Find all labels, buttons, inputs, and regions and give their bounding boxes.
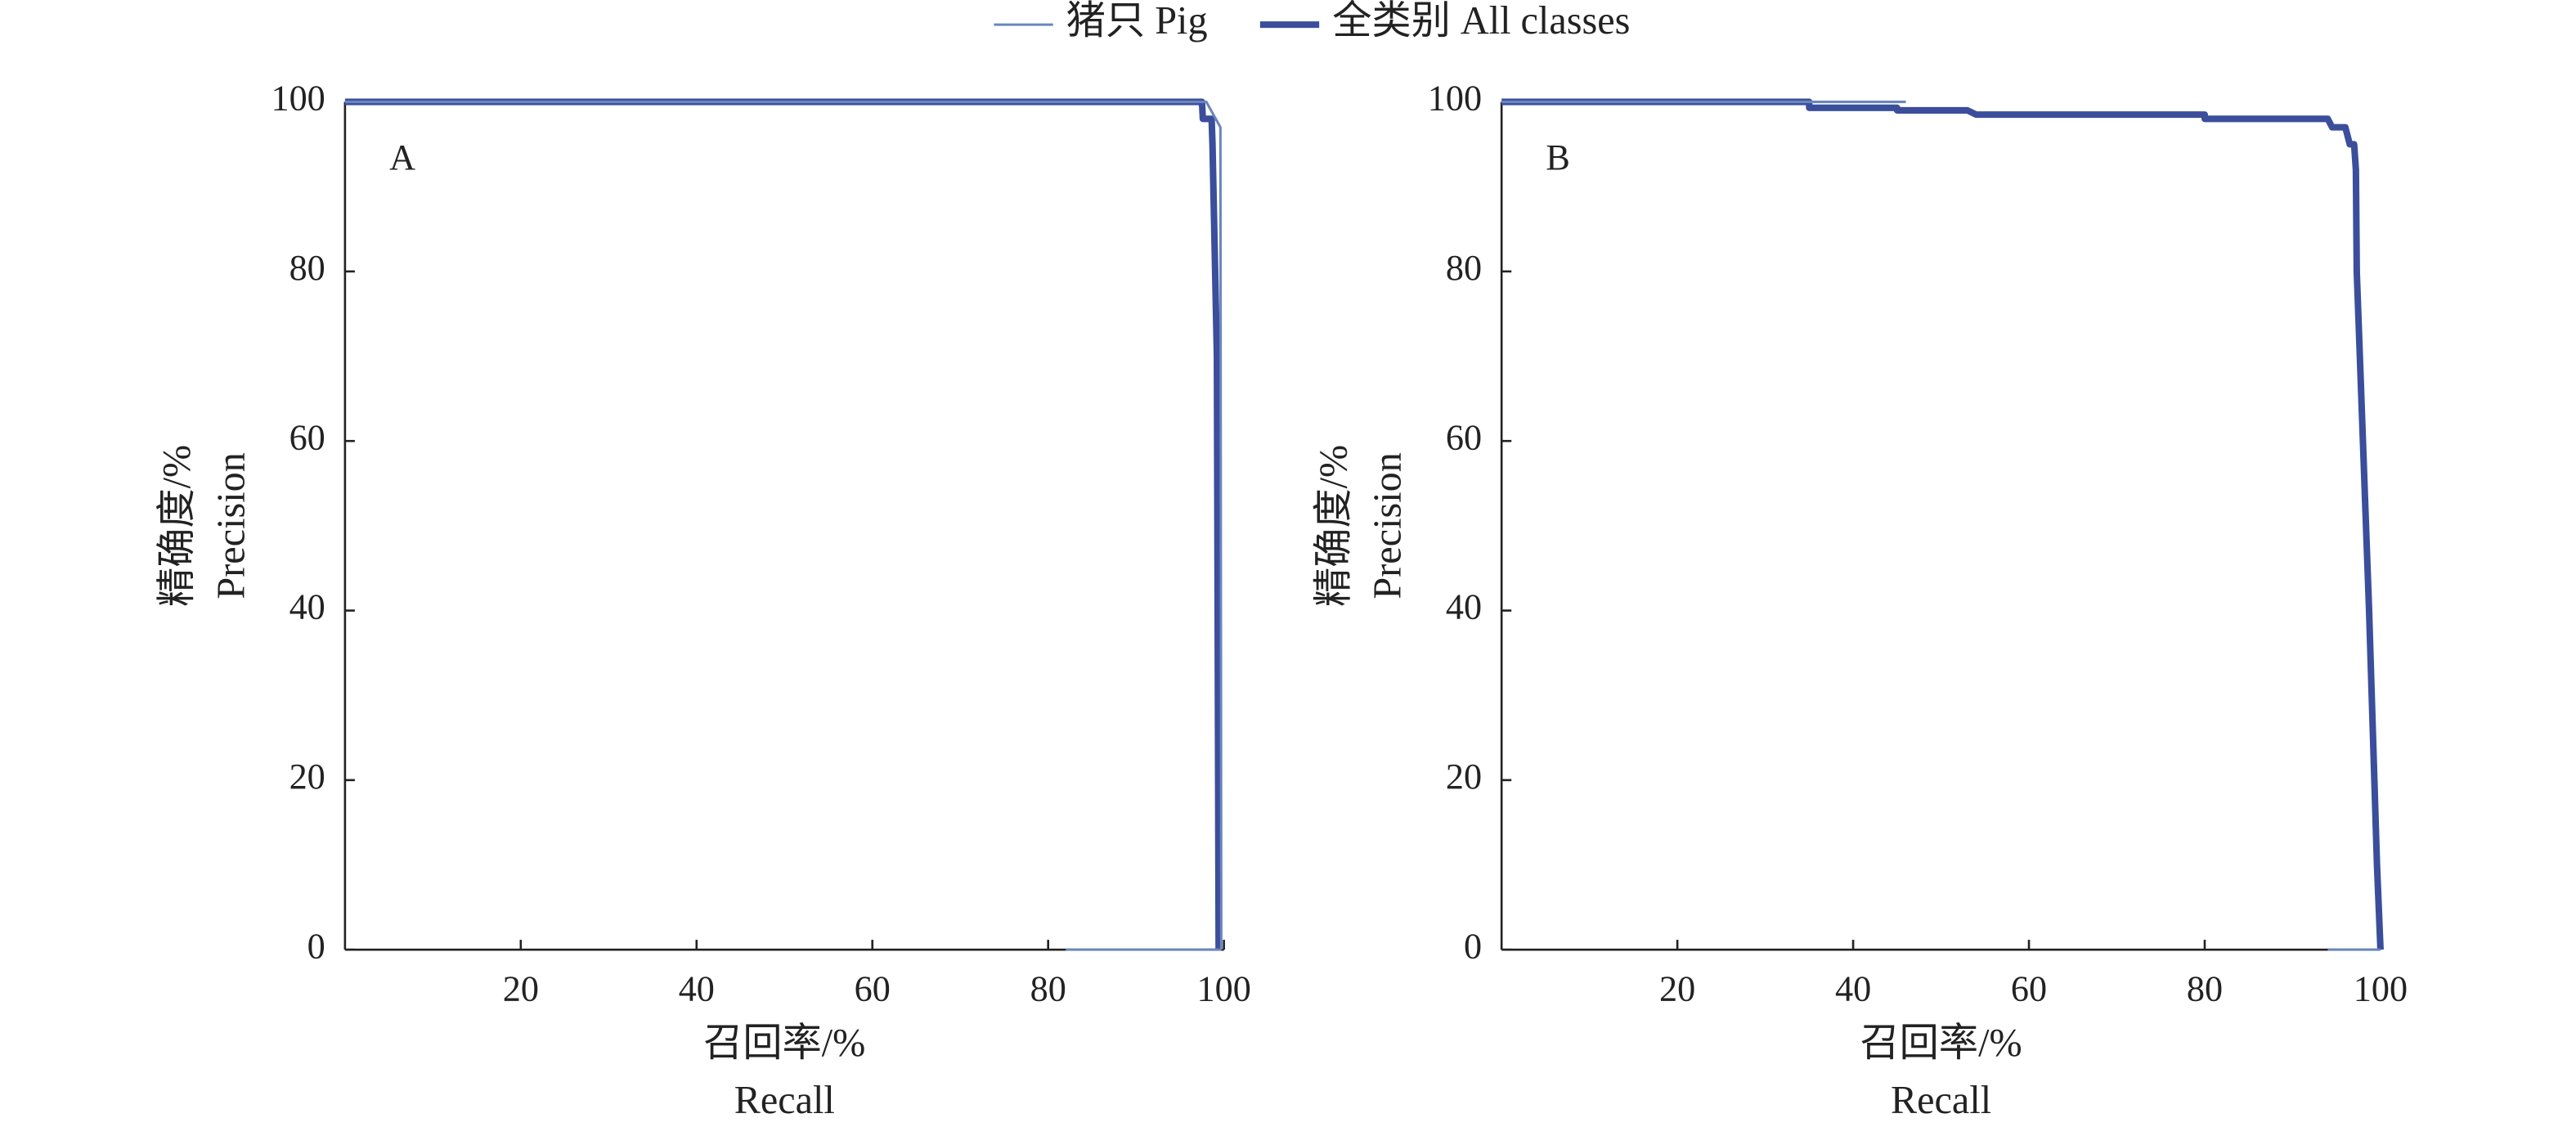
y-tick-label: 40 [289,587,325,627]
panel-label: B [1546,137,1569,177]
x-tick-label: 40 [1835,969,1871,1009]
x-axis-label: 召回率/% [1860,1022,2022,1065]
legend-label: 猪只 Pig [1066,0,1208,43]
y-tick-label: 40 [1446,587,1482,627]
series-line [344,98,1223,950]
y-axis-label: 精确度/% [1312,445,1355,607]
y-tick-label: 60 [289,417,325,457]
y-tick-label: 100 [271,79,325,119]
y-axis-label: Precision [1367,452,1410,599]
x-tick-label: 20 [503,969,539,1009]
x-tick-label: 100 [2354,969,2408,1009]
y-tick-label: 20 [289,757,325,797]
y-tick-label: 80 [1446,248,1482,288]
y-tick-label: 80 [289,248,325,288]
x-tick-label: 40 [679,969,715,1009]
series-line [1501,98,2384,950]
x-tick-label: 100 [1197,969,1251,1009]
x-axis-label: 召回率/% [703,1022,865,1065]
x-tick-label: 20 [1659,969,1695,1009]
x-tick-label: 60 [2011,969,2047,1009]
y-tick-label: 0 [1464,926,1482,966]
y-tick-label: 0 [307,926,325,966]
x-axis-label: Recall [734,1079,835,1122]
y-tick-label: 60 [1446,417,1482,457]
series-line [344,101,1223,951]
x-tick-label: 80 [2187,969,2223,1009]
y-axis-label: Precision [209,452,253,599]
x-tick-label: 80 [1030,969,1066,1009]
x-axis-label: Recall [1891,1079,1991,1122]
y-axis-label: 精确度/% [155,445,199,607]
legend-label: 全类别 All classes [1332,0,1630,43]
y-tick-label: 20 [1446,757,1482,797]
panel-label: A [389,137,415,177]
series-line [1501,101,2381,951]
y-tick-label: 100 [1428,79,1482,119]
x-tick-label: 60 [855,969,891,1009]
